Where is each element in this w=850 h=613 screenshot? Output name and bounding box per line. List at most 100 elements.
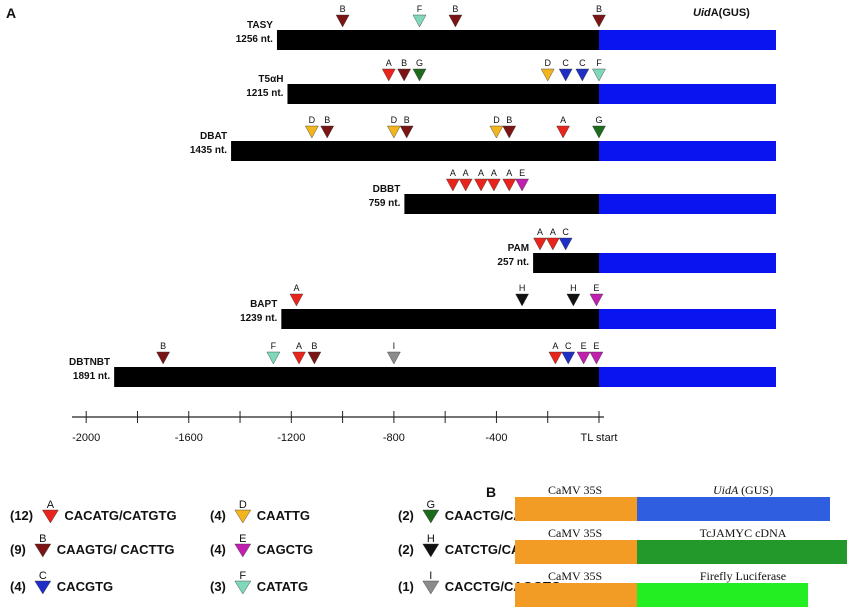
site-marker-a [458,178,473,192]
site-marker-a [548,351,563,365]
legend-marker-e [234,543,252,558]
site-marker-a [546,237,560,251]
site-label: B [324,115,330,125]
site-marker-f [592,68,606,82]
legend-marker-b [34,543,52,558]
site-label: D [391,115,398,125]
site-marker-b [592,14,606,28]
gus-bar [599,253,776,273]
construct-name: DBBT [373,184,401,195]
site-marker-b [399,125,414,139]
site-label: B [404,115,410,125]
promoter-bar [287,84,599,104]
construct-length: 1256 nt. [236,34,273,45]
gus-bar [599,309,776,329]
site-marker-e [589,351,604,365]
site-label: E [593,283,599,293]
panel-b: CaMV 35S UidA (GUS)CaMV 35S TcJAMYC cDNACa… [515,483,847,607]
legend-count: (4) [210,542,226,557]
promoter-bar [231,141,600,161]
construct-length: 759 nt. [369,198,401,209]
site-label: D [544,58,551,68]
axis-tick-label: -800 [383,432,405,444]
site-marker-a [381,68,396,82]
gus-title: UidA(GUS) [693,7,750,19]
legend-marker-a [42,509,59,524]
legend-count: (9) [10,542,26,557]
site-marker-b [320,125,335,139]
site-marker-f [412,14,427,28]
gene-label: TcJAMYC cDNA [700,526,787,540]
site-marker-c [558,68,573,82]
camv-promoter-bar [515,497,637,521]
legend-count: (4) [210,508,226,523]
site-label: A [506,168,512,178]
site-marker-e [576,351,591,365]
legend-motif: CACGTG [57,579,113,594]
panel-a-label: A [6,5,16,21]
legend-code: H [427,533,435,545]
site-label: F [596,58,602,68]
site-marker-e [589,293,604,307]
site-label: D [309,115,316,125]
site-label: B [340,4,346,14]
legend-count: (2) [398,542,414,557]
site-marker-c [558,237,573,251]
site-marker-d [540,68,555,82]
site-marker-a [556,125,570,139]
construct-name: DBTNBT [69,357,110,368]
legend-code: F [239,570,246,582]
site-label: B [452,4,458,14]
construct-bapt: BAPT 1239 nt. A H H E [240,283,776,329]
legend: (12) A CACATG/CATGTG (9) B CAAGTG/ CACTTG (4) C… [10,499,561,595]
legend-count: (3) [210,579,226,594]
site-label: A [560,115,566,125]
gus-bar [599,141,776,161]
promoter-label: CaMV 35S [548,526,602,540]
site-marker-a [446,178,460,192]
site-label: B [506,115,512,125]
legend-code: E [239,533,246,545]
legend-code: D [239,499,247,511]
gus-bar [599,367,776,387]
panel-b-construct: CaMV 35S Firefly Luciferase [515,569,808,607]
construct-name: T5αH [258,74,283,85]
site-marker-a [289,293,304,307]
legend-motif: CATATG [257,579,308,594]
gene-bar [637,540,847,564]
gene-bar [637,583,808,607]
site-label: F [271,341,277,351]
site-label: A [478,168,484,178]
site-label: A [537,227,543,237]
site-marker-c [575,68,590,82]
legend-motif: CACATG/CATGTG [64,508,176,523]
construct-length: 1239 nt. [240,313,277,324]
site-label: B [401,58,407,68]
legend-entry-b: (9) B CAAGTG/ CACTTG [10,533,175,558]
legend-code: B [39,533,46,545]
promoter-bar [533,253,599,273]
site-label: I [393,341,396,351]
site-marker-b [156,351,170,365]
legend-code: C [39,570,47,582]
construct-length: 1891 nt. [73,371,110,382]
construct-name: TASY [247,20,273,31]
legend-entry-a: (12) A CACATG/CATGTG [10,499,177,524]
site-marker-h [566,293,581,307]
axis-tick-label: -1200 [277,432,305,444]
construct-name: BAPT [250,299,277,310]
legend-code: A [47,499,55,511]
promoter-label: CaMV 35S [548,569,602,583]
axis-tick-label: -400 [485,432,507,444]
legend-motif: CAAGTG/ CACTTG [57,542,175,557]
site-marker-d [387,125,401,139]
site-label: G [416,58,423,68]
legend-entry-e: (4) E CAGCTG [210,533,313,558]
site-label: A [450,168,456,178]
